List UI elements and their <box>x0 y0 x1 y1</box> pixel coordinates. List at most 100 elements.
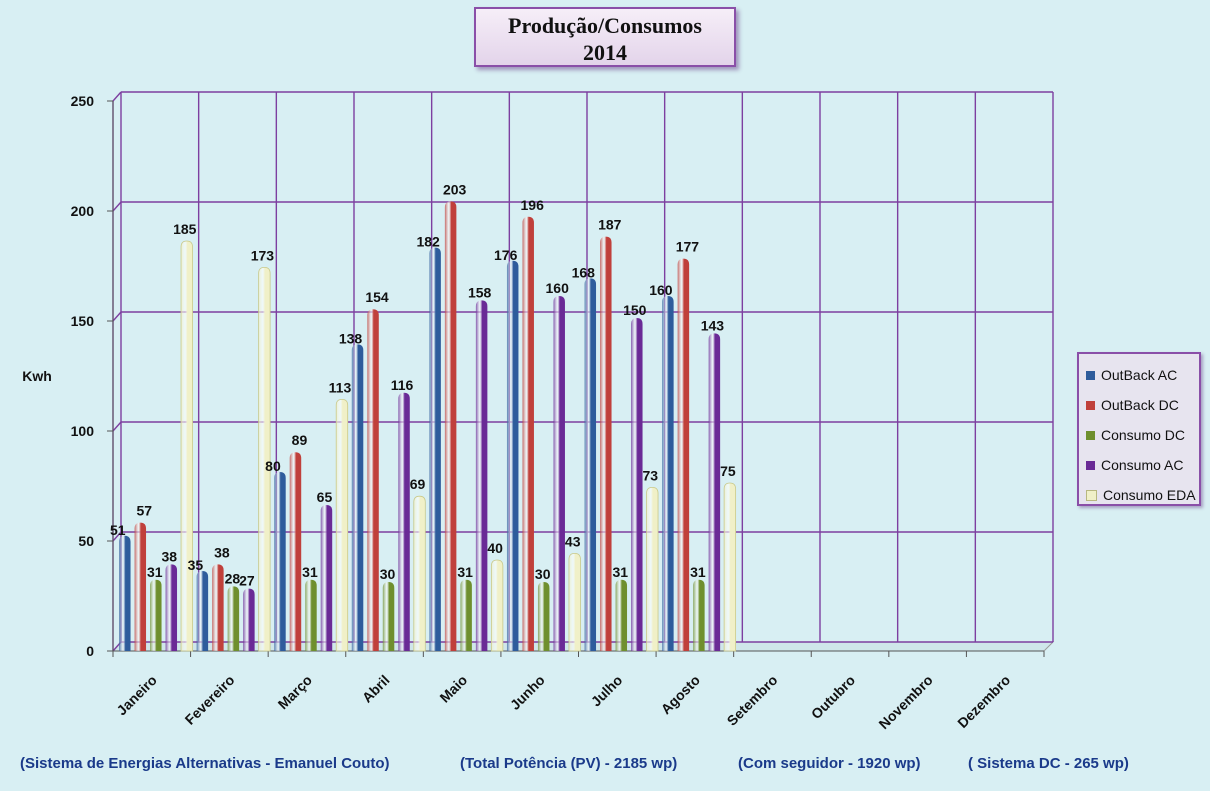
x-tick-label-setembro: Setembro <box>724 672 781 729</box>
chart-data-labels: 5157313818535382827173808931651131381543… <box>110 181 736 588</box>
bar-consumo-ac-junho <box>553 296 565 651</box>
bar-outback-dc-fevereiro <box>212 564 224 651</box>
data-label-consumo-dc-julho: 31 <box>613 564 629 580</box>
legend-swatch <box>1086 370 1095 380</box>
data-label-consumo-ac-marco: 65 <box>317 489 333 505</box>
data-label-outback-dc-abril: 154 <box>365 289 389 305</box>
x-tick-label-agosto: Agosto <box>658 672 703 717</box>
bar-consumo-eda-marco <box>335 398 349 652</box>
x-tick-label-fevereiro: Fevereiro <box>182 672 238 728</box>
data-label-consumo-ac-fevereiro: 27 <box>239 573 255 589</box>
data-label-outback-dc-junho: 196 <box>521 197 545 213</box>
bar-outback-dc-marco <box>289 452 302 651</box>
data-label-consumo-eda-agosto: 75 <box>720 463 736 479</box>
bar-outback-dc-maio <box>444 201 457 651</box>
bar-consumo-ac-marco <box>320 505 333 651</box>
footer-total-power: (Total Potência (PV) - 2185 wp) <box>460 755 678 772</box>
legend-label: Consumo AC <box>1101 457 1184 473</box>
data-label-consumo-dc-agosto: 31 <box>690 564 706 580</box>
data-label-consumo-ac-maio: 158 <box>468 284 492 300</box>
legend-label: Consumo EDA <box>1103 487 1196 503</box>
legend-item-consumo-dc: Consumo DC <box>1079 420 1199 450</box>
bar-outback-ac-janeiro <box>119 535 131 651</box>
data-label-consumo-dc-maio: 31 <box>457 564 473 580</box>
chart-legend: OutBack AC OutBack DC Consumo DC Consumo AC… <box>1077 352 1201 506</box>
bar-outback-ac-abril <box>351 344 364 651</box>
data-label-outback-dc-agosto: 177 <box>676 239 700 255</box>
y-axis-label: Kwh <box>22 368 52 384</box>
bar-outback-ac-julho <box>584 278 597 651</box>
data-label-consumo-dc-junho: 30 <box>535 566 551 582</box>
data-label-outback-ac-junho: 176 <box>494 247 518 263</box>
data-label-consumo-eda-janeiro: 185 <box>173 221 197 237</box>
bar-outback-dc-abril <box>367 309 379 651</box>
bar-outback-dc-agosto <box>677 258 690 651</box>
data-label-consumo-ac-julho: 150 <box>623 302 647 318</box>
x-tick-label-outubro: Outubro <box>808 672 858 722</box>
data-label-outback-ac-marco: 80 <box>265 458 281 474</box>
bar-consumo-ac-agosto <box>708 333 721 651</box>
bar-outback-ac-agosto <box>662 296 674 651</box>
data-label-consumo-dc-abril: 30 <box>380 566 396 582</box>
y-tick-label: 250 <box>71 93 95 109</box>
bar-outback-dc-janeiro <box>134 522 147 651</box>
bar-outback-ac-marco <box>274 472 286 651</box>
legend-swatch <box>1086 460 1095 470</box>
data-label-outback-dc-maio: 203 <box>443 181 467 197</box>
y-gridline-side <box>112 421 122 432</box>
y-gridline-side <box>112 311 122 322</box>
y-gridline-side <box>112 201 122 212</box>
data-label-consumo-eda-abril: 69 <box>410 476 426 492</box>
bar-consumo-ac-abril <box>398 392 410 651</box>
data-label-outback-ac-maio: 182 <box>416 234 440 250</box>
bar-consumo-eda-janeiro <box>180 240 193 652</box>
data-label-consumo-eda-fevereiro: 173 <box>251 247 275 263</box>
bar-consumo-eda-maio <box>490 559 504 652</box>
x-tick-label-marco: Março <box>275 672 315 712</box>
y-tick-label: 50 <box>78 533 94 549</box>
y-gridline-side <box>112 531 122 542</box>
y-gridline-side <box>112 91 122 102</box>
bar-consumo-ac-janeiro <box>165 564 178 651</box>
bar-consumo-dc-junho <box>537 582 550 651</box>
legend-swatch <box>1086 489 1097 501</box>
data-label-consumo-ac-abril: 116 <box>391 377 414 393</box>
y-tick-label: 0 <box>86 643 94 659</box>
legend-item-consumo-eda: Consumo EDA <box>1079 480 1199 510</box>
data-label-outback-ac-janeiro: 51 <box>110 522 126 538</box>
data-label-outback-ac-agosto: 160 <box>649 282 673 298</box>
data-label-consumo-eda-marco: 113 <box>329 379 352 395</box>
legend-label: OutBack AC <box>1101 367 1178 383</box>
bar-consumo-dc-agosto <box>693 579 705 651</box>
bar-consumo-eda-julho <box>646 486 659 652</box>
x-tick-label-janeiro: Janeiro <box>113 672 160 719</box>
x-tick-label-dezembro: Dezembro <box>954 672 1013 731</box>
data-label-consumo-dc-marco: 31 <box>302 564 318 580</box>
x-tick-label-novembro: Novembro <box>875 672 935 732</box>
bar-outback-ac-maio <box>429 247 441 651</box>
bar-consumo-ac-fevereiro <box>243 588 255 651</box>
data-label-consumo-ac-agosto: 143 <box>701 317 725 333</box>
data-label-outback-dc-fevereiro: 38 <box>214 544 230 560</box>
bar-consumo-ac-julho <box>631 318 643 651</box>
x-tick-label-maio: Maio <box>436 672 470 706</box>
data-label-outback-dc-julho: 187 <box>598 217 622 233</box>
chart-grid <box>111 91 1055 652</box>
data-label-outback-ac-julho: 168 <box>572 264 596 280</box>
bar-consumo-eda-junho <box>568 552 581 652</box>
data-label-consumo-eda-maio: 40 <box>487 540 503 556</box>
legend-label: Consumo DC <box>1101 427 1186 443</box>
data-label-outback-dc-janeiro: 57 <box>137 503 153 519</box>
footer-system: (Sistema de Energias Alternativas - Eman… <box>20 755 390 772</box>
data-label-outback-ac-abril: 138 <box>339 330 363 346</box>
x-tick-label-abril: Abril <box>359 672 393 706</box>
y-tick-label: 200 <box>71 203 95 219</box>
legend-swatch <box>1086 430 1095 440</box>
chart-subtitle: 2014 <box>583 40 627 65</box>
bar-consumo-dc-fevereiro <box>227 586 240 651</box>
data-label-outback-ac-fevereiro: 35 <box>188 557 204 573</box>
data-label-consumo-ac-janeiro: 38 <box>162 548 178 564</box>
bar-consumo-dc-abril <box>382 582 395 651</box>
data-label-consumo-eda-julho: 73 <box>643 467 659 483</box>
